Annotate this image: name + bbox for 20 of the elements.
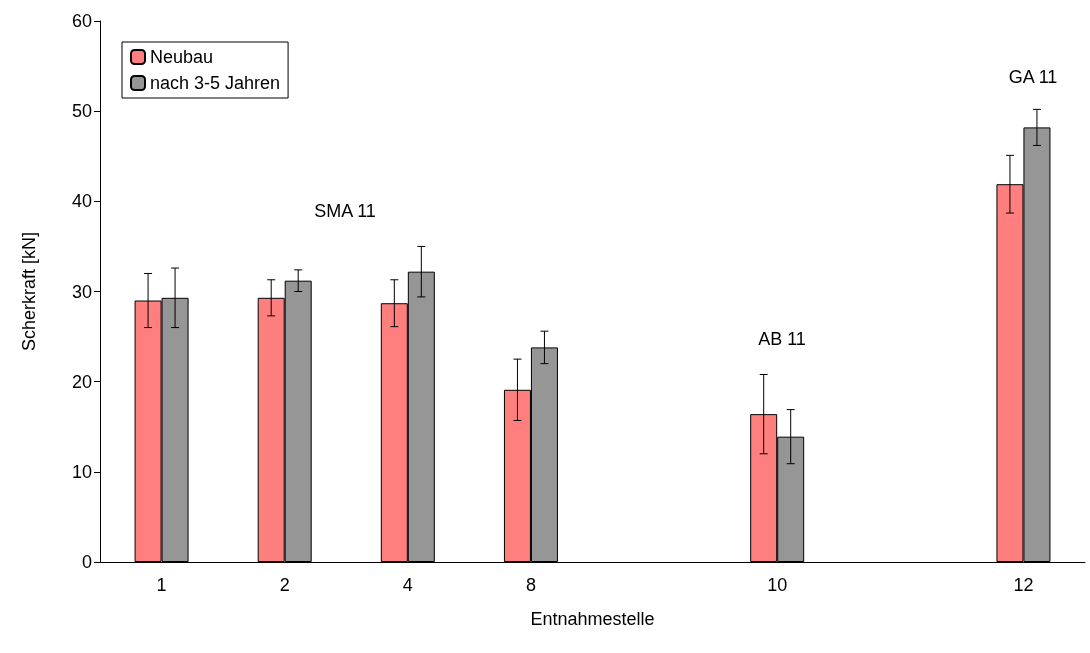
y-tick-label: 50 — [71, 101, 92, 122]
x-tick-label: 12 — [1013, 575, 1034, 595]
annotation: AB 11 — [758, 329, 806, 349]
annotation: SMA 11 — [314, 201, 376, 221]
x-tick-label: 10 — [767, 575, 788, 595]
legend-label: nach 3-5 Jahren — [150, 73, 281, 93]
y-tick-label: 40 — [71, 191, 92, 212]
y-tick-label: 30 — [71, 281, 92, 302]
legend-label: Neubau — [150, 47, 214, 67]
y-tick-label: 10 — [71, 461, 92, 482]
y-tick-label: 20 — [71, 371, 92, 392]
x-tick-label: 8 — [525, 575, 536, 595]
y-tick-label: 60 — [71, 11, 92, 31]
x-tick-label: 2 — [279, 575, 290, 595]
x-axis-title: Entnahmestelle — [530, 609, 655, 629]
x-tick-label: 1 — [156, 575, 167, 595]
x-tick-label: 4 — [402, 575, 413, 595]
annotation: GA 11 — [1008, 67, 1058, 87]
y-axis-title: Scherkraft [kN] — [19, 231, 39, 352]
y-tick-label: 0 — [81, 552, 92, 572]
